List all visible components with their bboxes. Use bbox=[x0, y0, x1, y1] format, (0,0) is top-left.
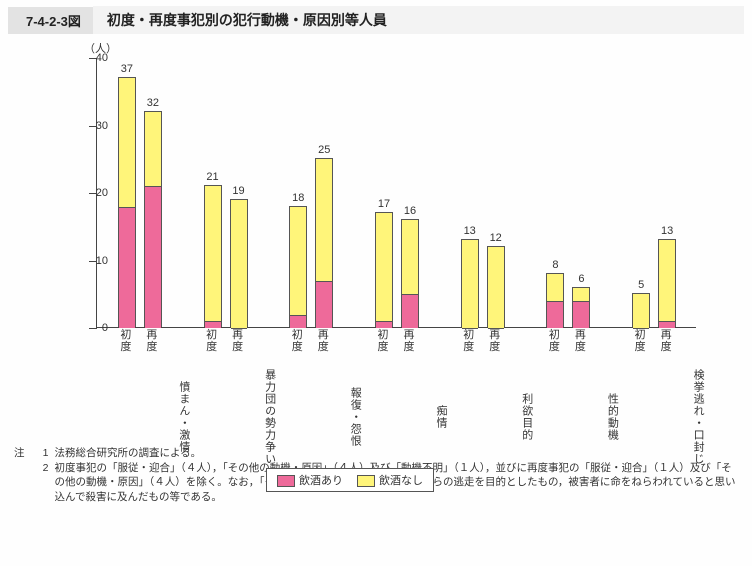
figure-header: 7-4-2-3図 初度・再度事犯別の犯行動機・原因別等人員 bbox=[8, 6, 744, 34]
pair-label: 初 度 bbox=[205, 330, 219, 353]
bar bbox=[487, 246, 505, 327]
pair-label: 再 度 bbox=[316, 330, 330, 353]
bar bbox=[118, 77, 136, 327]
pair-label: 再 度 bbox=[145, 330, 159, 353]
category-label: 検挙逃れ・口封じ bbox=[645, 362, 703, 472]
pair-label: 初 度 bbox=[462, 330, 476, 353]
category-label: 痴情 bbox=[388, 362, 446, 472]
bar-total-label: 6 bbox=[567, 273, 595, 285]
category-label: 利欲目的 bbox=[474, 362, 532, 472]
legend: 飲酒あり 飲酒なし bbox=[266, 468, 434, 492]
bar bbox=[315, 158, 333, 327]
bar-total-label: 5 bbox=[627, 279, 655, 291]
bar-total-label: 12 bbox=[482, 232, 510, 244]
pair-label: 再 度 bbox=[573, 330, 587, 353]
bar-total-label: 13 bbox=[653, 225, 681, 237]
pair-label: 初 度 bbox=[376, 330, 390, 353]
bar bbox=[461, 239, 479, 327]
y-tick-label: 10 bbox=[78, 255, 108, 267]
chart-area: （人） 3732211918251716131286513 初 度再 度憤まん・… bbox=[36, 38, 716, 438]
pair-label: 初 度 bbox=[633, 330, 647, 353]
category-label: 報復・怨恨 bbox=[302, 362, 360, 472]
bar bbox=[401, 219, 419, 327]
pair-label: 再 度 bbox=[402, 330, 416, 353]
notes-label: 注 bbox=[14, 446, 25, 505]
bar-total-label: 17 bbox=[370, 198, 398, 210]
pair-label: 初 度 bbox=[547, 330, 561, 353]
pair-label: 再 度 bbox=[231, 330, 245, 353]
bar-total-label: 19 bbox=[225, 185, 253, 197]
bar-total-label: 32 bbox=[139, 97, 167, 109]
bar bbox=[144, 111, 162, 327]
bar bbox=[204, 185, 222, 327]
bar bbox=[230, 199, 248, 327]
bar bbox=[289, 206, 307, 328]
category-label: 暴力団の勢力争い bbox=[217, 362, 275, 472]
category-label: 憤まん・激情 bbox=[131, 362, 189, 472]
legend-label: 飲酒あり bbox=[299, 475, 343, 487]
y-tick-label: 40 bbox=[78, 52, 108, 64]
y-tick-label: 0 bbox=[78, 322, 108, 334]
figure-title: 初度・再度事犯別の犯行動機・原因別等人員 bbox=[93, 6, 744, 34]
legend-item-drink-yes: 飲酒あり bbox=[277, 472, 343, 488]
x-axis-labels: 初 度再 度憤まん・激情初 度再 度暴力団の勢力争い初 度再 度報復・怨恨初 度… bbox=[96, 328, 696, 488]
bar bbox=[375, 212, 393, 327]
plot-area: 3732211918251716131286513 bbox=[96, 58, 696, 328]
bar-total-label: 18 bbox=[284, 192, 312, 204]
bar-total-label: 13 bbox=[456, 225, 484, 237]
legend-label: 飲酒なし bbox=[379, 475, 423, 487]
y-tick-label: 30 bbox=[78, 120, 108, 132]
swatch-drink-no bbox=[357, 475, 375, 487]
bar-total-label: 16 bbox=[396, 205, 424, 217]
bar bbox=[658, 239, 676, 327]
bar-total-label: 8 bbox=[541, 259, 569, 271]
pair-label: 初 度 bbox=[290, 330, 304, 353]
figure-number: 7-4-2-3図 bbox=[8, 7, 93, 34]
swatch-drink-yes bbox=[277, 475, 295, 487]
bar-total-label: 21 bbox=[199, 171, 227, 183]
bar bbox=[546, 273, 564, 327]
pair-label: 再 度 bbox=[488, 330, 502, 353]
legend-item-drink-no: 飲酒なし bbox=[357, 472, 423, 488]
category-label: 性的動機 bbox=[559, 362, 617, 472]
bar-total-label: 25 bbox=[310, 144, 338, 156]
bar bbox=[572, 287, 590, 328]
pair-label: 初 度 bbox=[119, 330, 133, 353]
pair-label: 再 度 bbox=[659, 330, 673, 353]
bar-total-label: 37 bbox=[113, 63, 141, 75]
y-tick-label: 20 bbox=[78, 187, 108, 199]
bar bbox=[632, 293, 650, 327]
